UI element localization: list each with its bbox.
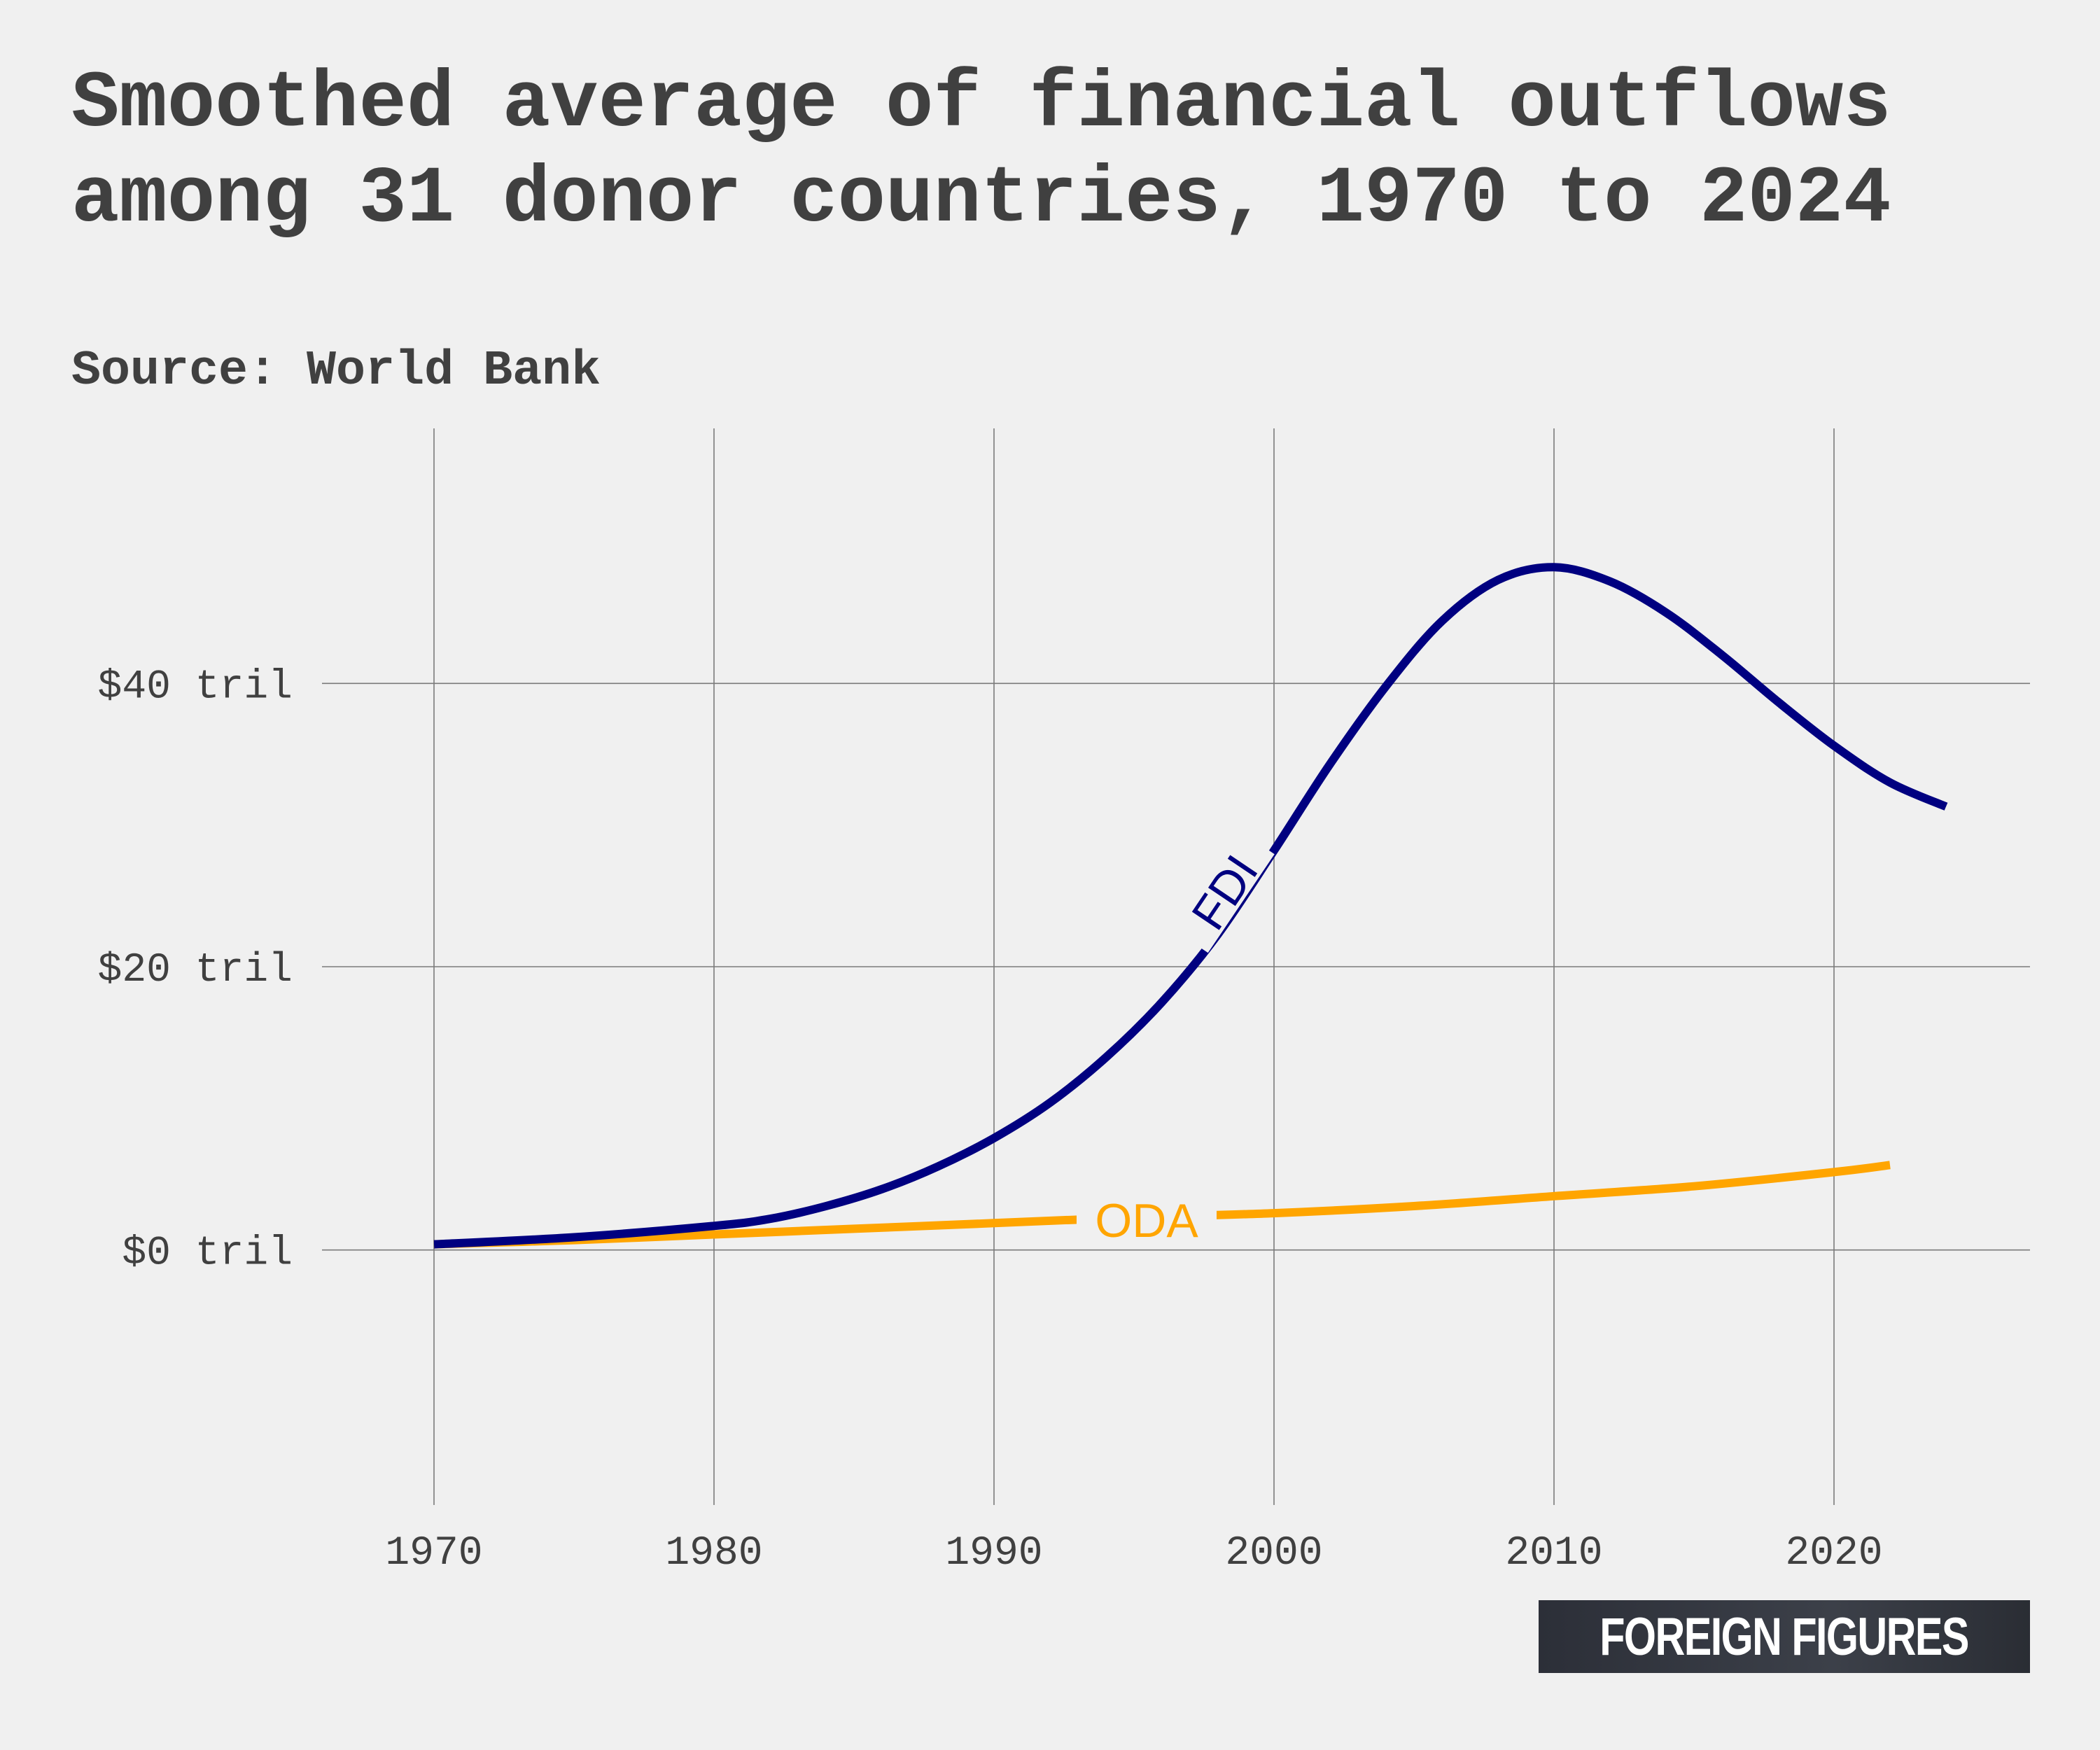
series-label-fdi-group: FDI [1175, 832, 1275, 953]
x-tick-label: 2020 [1785, 1531, 1882, 1576]
y-tick-label: $20 tril [98, 948, 293, 993]
chart-title: Smoothed average of financial outflows a… [71, 59, 1891, 245]
series-label-backdrop [1077, 1198, 1217, 1243]
x-tick-label: 2010 [1505, 1531, 1602, 1576]
x-tick-label: 1980 [665, 1531, 762, 1576]
x-tick-label: 1970 [385, 1531, 482, 1576]
chart-grid [322, 428, 2030, 1505]
y-axis-ticks: $0 tril $20 tril $40 tril [98, 664, 293, 1276]
series-label-backdrop [1175, 832, 1275, 953]
foreign-figures-logo: FOREIGN FIGURES [1539, 1600, 2030, 1673]
y-tick-label: $40 tril [98, 664, 293, 710]
series-label-oda-group: ODA [1077, 1194, 1217, 1247]
chart-source: Source: World Bank [71, 344, 601, 399]
logo-text: FOREIGN FIGURES [1600, 1606, 1970, 1667]
x-tick-label: 2000 [1225, 1531, 1322, 1576]
x-axis-ticks: 1970 1980 1990 2000 2010 2020 [385, 1531, 1882, 1576]
y-tick-label: $0 tril [122, 1231, 293, 1277]
x-tick-label: 1990 [945, 1531, 1042, 1576]
chart-series: ODA FDI [433, 563, 1948, 1249]
series-label-oda: ODA [1095, 1194, 1198, 1247]
